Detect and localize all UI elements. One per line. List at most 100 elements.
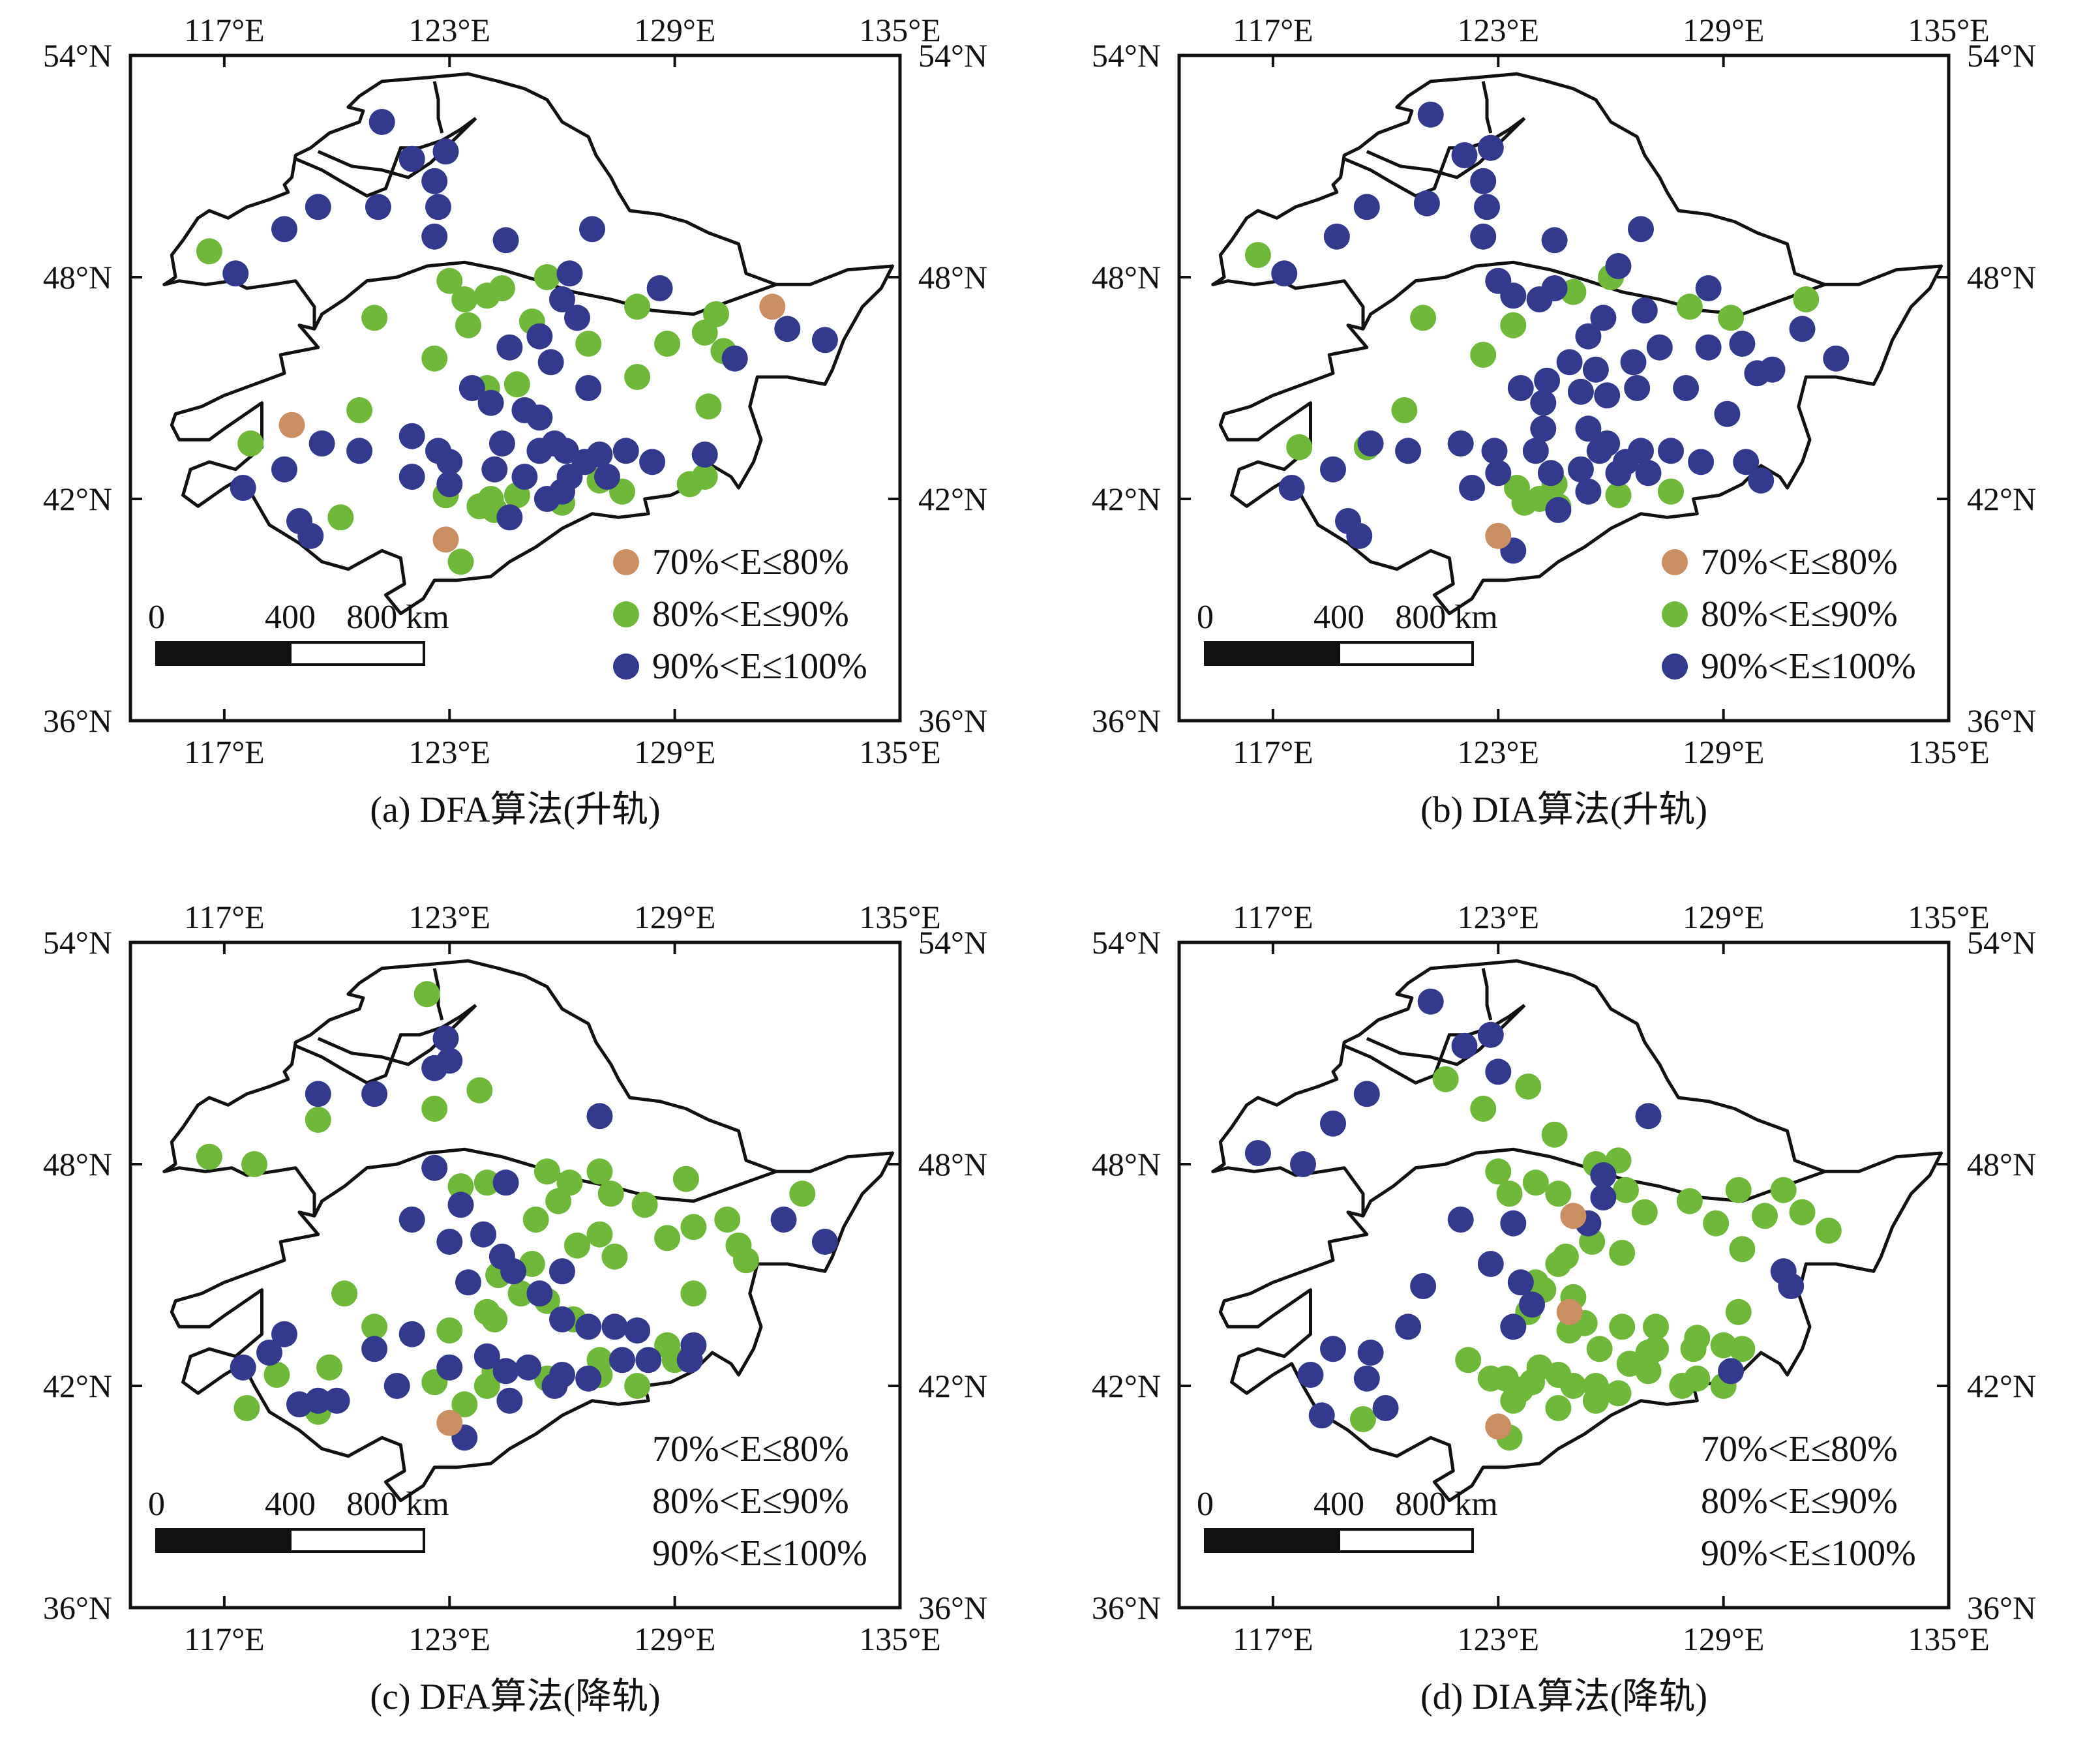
station-dot-green — [196, 1143, 222, 1170]
station-dot-green — [421, 345, 448, 372]
station-dot-green — [1725, 1299, 1752, 1325]
station-dot-navy — [811, 327, 838, 353]
station-dot-navy — [1244, 1140, 1271, 1166]
station-dot-navy — [496, 1387, 523, 1414]
station-dot-green — [1770, 1177, 1797, 1203]
x-tick-label-bottom: 117°E — [184, 1621, 265, 1657]
station-dot-green — [233, 1395, 260, 1421]
station-dot-navy — [1541, 275, 1568, 301]
station-dot-navy — [1353, 194, 1380, 220]
station-dot-navy — [635, 1347, 662, 1374]
station-dot-green — [654, 331, 681, 357]
station-dot-navy — [425, 194, 451, 220]
station-dot-navy — [1323, 223, 1350, 250]
station-dot-green — [1729, 1236, 1756, 1263]
station-dot-navy — [1271, 260, 1298, 287]
panel-caption: (b) DIA算法(升轨) — [1420, 790, 1707, 830]
legend-marker-navy — [613, 653, 639, 680]
zone-boundary — [1343, 1004, 1526, 1085]
station-dot-navy — [1320, 1110, 1346, 1137]
station-dot-navy — [1500, 1210, 1527, 1237]
station-dot-green — [1793, 286, 1820, 312]
station-dot-navy — [1778, 1273, 1805, 1299]
station-dot-green — [691, 464, 718, 490]
station-dot-navy — [1635, 460, 1662, 487]
station-dot-navy — [1729, 331, 1756, 357]
x-tick-label-top: 129°E — [634, 12, 716, 48]
y-tick-label-left: 54°N — [1092, 37, 1161, 74]
legend-marker-green — [613, 601, 639, 627]
station-dot-navy — [586, 442, 613, 468]
y-tick-label-left: 42°N — [1092, 1368, 1161, 1404]
x-tick-label-bottom: 123°E — [1457, 734, 1539, 770]
station-dot-green — [714, 1207, 741, 1233]
y-tick-label-left: 48°N — [43, 1146, 112, 1182]
station-dot-navy — [586, 1103, 613, 1130]
y-tick-label-left: 42°N — [1092, 481, 1161, 517]
station-dot-green — [1507, 1376, 1534, 1403]
station-dot-green — [1545, 1180, 1572, 1207]
station-dot-navy — [1590, 305, 1617, 331]
station-dot-navy — [811, 1229, 838, 1255]
station-dot-navy — [1470, 168, 1497, 194]
station-dot-navy — [1474, 194, 1500, 220]
x-tick-label-top: 117°E — [184, 12, 265, 48]
station-dot-navy — [1594, 382, 1621, 409]
station-dot-green — [703, 301, 729, 327]
zone-boundary — [295, 117, 477, 198]
station-dot-navy — [1718, 1358, 1745, 1385]
station-dot-navy — [455, 1269, 481, 1296]
station-dot-green — [680, 1280, 707, 1307]
scale-bar-label: 800 km — [1395, 599, 1497, 636]
station-dot-green — [1515, 1074, 1542, 1100]
legend-label-orange: 70%<E≤80% — [1701, 1429, 1898, 1469]
station-dot-navy — [1537, 460, 1564, 487]
station-dot-navy — [477, 389, 504, 416]
station-dot-navy — [346, 438, 373, 464]
station-dot-green — [672, 1165, 699, 1192]
scale-bar-white — [289, 1528, 425, 1553]
station-dot-navy — [1759, 356, 1786, 383]
y-tick-label-right: 42°N — [918, 1368, 987, 1404]
station-dot-navy — [230, 1354, 256, 1381]
station-dot-navy — [1530, 415, 1557, 442]
station-dot-navy — [1308, 1402, 1335, 1429]
station-dot-navy — [1673, 375, 1700, 401]
station-dot-navy — [556, 464, 583, 490]
station-dot-green — [346, 397, 373, 423]
station-dot-navy — [612, 438, 639, 464]
scale-bar-label: 0 — [1197, 1486, 1214, 1523]
station-dot-navy — [721, 345, 748, 372]
station-dot-navy — [624, 1317, 651, 1344]
station-dot-navy — [436, 1229, 463, 1255]
station-dot-navy — [421, 223, 448, 250]
scale-bar-white — [1338, 1528, 1474, 1553]
x-tick-label-bottom: 129°E — [1683, 734, 1765, 770]
x-tick-label-bottom: 135°E — [859, 1621, 941, 1657]
station-dot-navy — [1605, 253, 1632, 279]
station-dot-navy — [496, 504, 523, 531]
station-dot-navy — [1695, 334, 1722, 361]
legend-label-orange: 70%<E≤80% — [1701, 542, 1898, 582]
station-dot-navy — [1545, 497, 1572, 523]
station-dot-navy — [496, 334, 523, 361]
station-dot-navy — [432, 138, 459, 165]
station-dot-green — [361, 305, 388, 331]
station-dot-navy — [556, 260, 583, 287]
station-dot-navy — [549, 1306, 575, 1332]
station-dot-navy — [1353, 1081, 1380, 1107]
station-dot-green — [1470, 342, 1497, 368]
station-dot-navy — [256, 1340, 282, 1366]
station-dot-navy — [361, 1081, 388, 1107]
legend-marker-green — [1662, 601, 1688, 627]
x-tick-label-top: 117°E — [184, 899, 265, 935]
station-dot-navy — [383, 1373, 410, 1399]
station-dot-green — [237, 430, 264, 457]
station-dot-navy — [1522, 438, 1549, 464]
station-dot-navy — [1395, 438, 1422, 464]
station-dot-navy — [770, 1207, 797, 1233]
station-dot-navy — [305, 1081, 331, 1107]
station-dot-navy — [1447, 430, 1474, 457]
station-dot-navy — [1500, 1314, 1527, 1340]
station-dot-navy — [575, 1314, 602, 1340]
